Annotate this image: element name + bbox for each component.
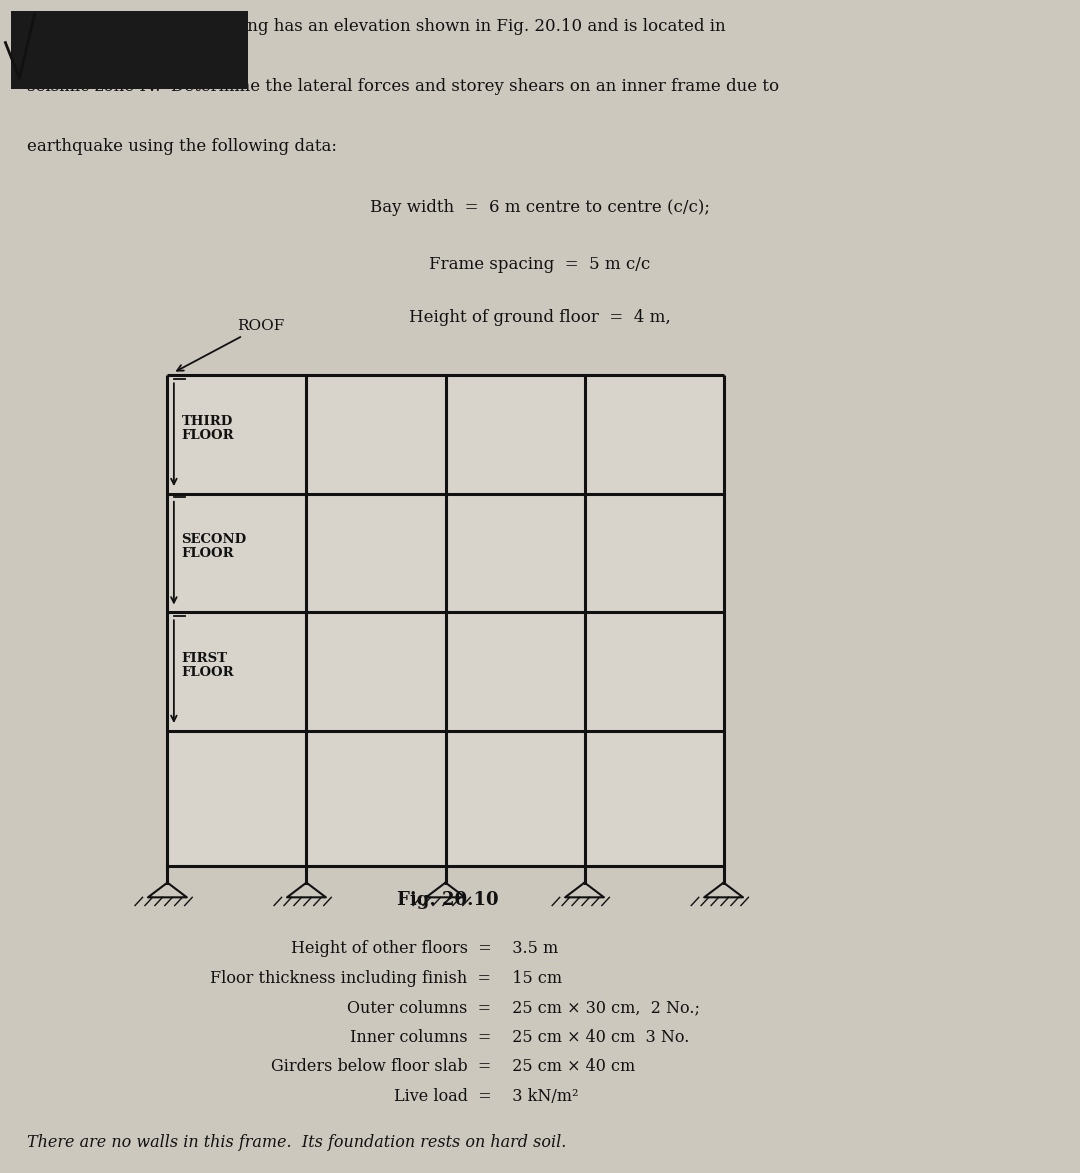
Bar bbox=[167, 375, 724, 866]
Text: Height of other floors  =: Height of other floors = bbox=[291, 940, 491, 957]
Text: Inner columns  =: Inner columns = bbox=[350, 1029, 491, 1046]
FancyBboxPatch shape bbox=[11, 11, 248, 89]
Text: Fig. 20.10: Fig. 20.10 bbox=[397, 890, 499, 909]
Text: Girders below floor slab  =: Girders below floor slab = bbox=[271, 1058, 491, 1076]
Text: 25 cm × 30 cm,  2 No.;: 25 cm × 30 cm, 2 No.; bbox=[502, 999, 700, 1017]
Text: Outer columns  =: Outer columns = bbox=[348, 999, 491, 1017]
Text: FIRST
FLOOR: FIRST FLOOR bbox=[181, 651, 234, 678]
Text: 3 kN/m²: 3 kN/m² bbox=[502, 1087, 579, 1105]
Text: Bay width  =  6 m centre to centre (c/c);: Bay width = 6 m centre to centre (c/c); bbox=[370, 198, 710, 216]
Text: Height of ground floor  =  4 m,: Height of ground floor = 4 m, bbox=[409, 308, 671, 326]
Text: A four storeyed building has an elevation shown in Fig. 20.10 and is located in: A four storeyed building has an elevatio… bbox=[43, 18, 726, 35]
Text: 3.5 m: 3.5 m bbox=[502, 940, 558, 957]
Text: Live load  =: Live load = bbox=[393, 1087, 491, 1105]
Text: 25 cm × 40 cm  3 No.: 25 cm × 40 cm 3 No. bbox=[502, 1029, 689, 1046]
Text: There are no walls in this frame.  Its foundation rests on hard soil.: There are no walls in this frame. Its fo… bbox=[27, 1134, 566, 1151]
Text: Floor thickness including finish  =: Floor thickness including finish = bbox=[211, 970, 491, 988]
Text: seismic zone IV.  Determine the lateral forces and storey shears on an inner fra: seismic zone IV. Determine the lateral f… bbox=[27, 79, 779, 95]
Text: 15 cm: 15 cm bbox=[502, 970, 563, 988]
Text: 25 cm × 40 cm: 25 cm × 40 cm bbox=[502, 1058, 635, 1076]
Text: SECOND
FLOOR: SECOND FLOOR bbox=[181, 533, 246, 561]
Text: THIRD
FLOOR: THIRD FLOOR bbox=[181, 414, 234, 442]
Text: earthquake using the following data:: earthquake using the following data: bbox=[27, 138, 337, 156]
Text: ROOF: ROOF bbox=[177, 319, 285, 371]
Text: Frame spacing  =  5 m c/c: Frame spacing = 5 m c/c bbox=[430, 256, 650, 272]
